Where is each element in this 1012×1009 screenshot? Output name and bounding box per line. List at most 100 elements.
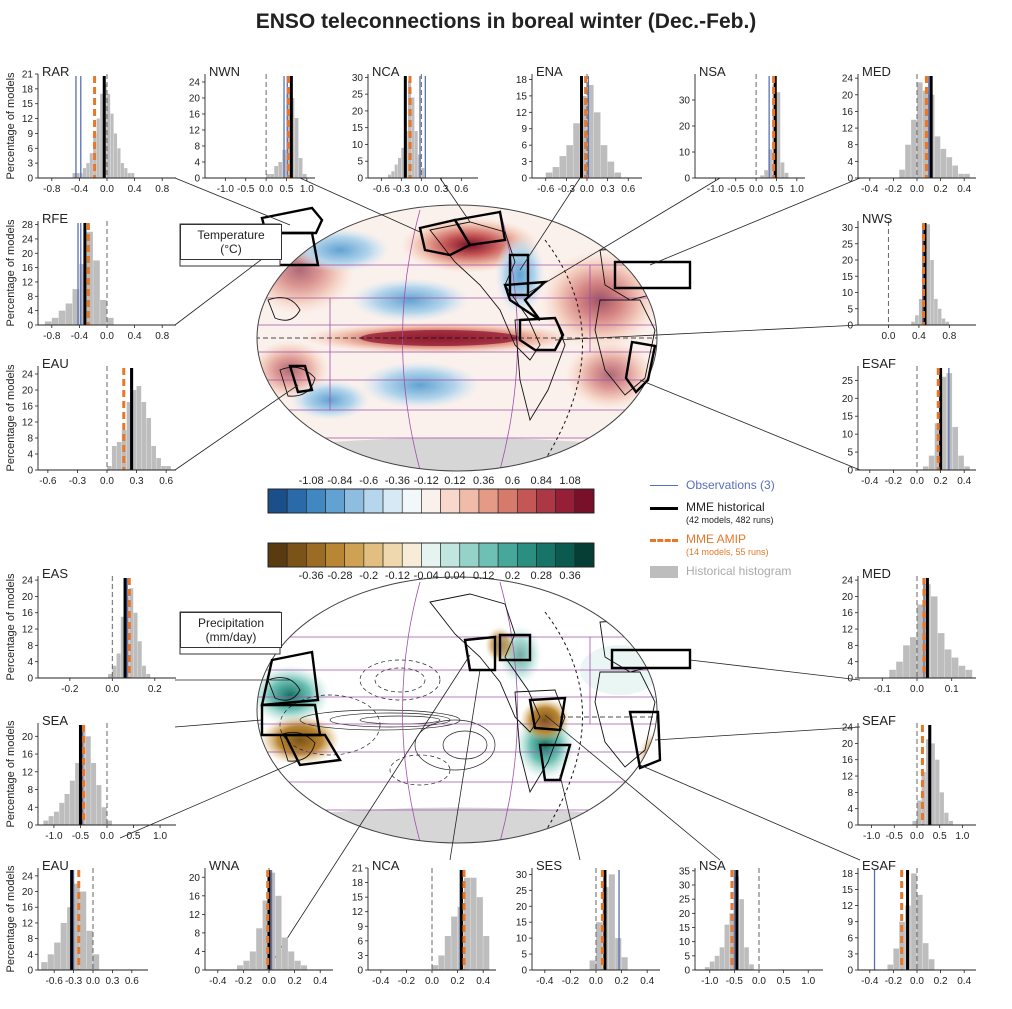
hist-bar — [566, 145, 573, 178]
colorbar-segment — [497, 488, 518, 514]
y-tick-label: 12 — [352, 907, 364, 918]
temperature-label-line2: (°C) — [220, 242, 242, 256]
x-tick-label: 0.2 — [451, 976, 465, 987]
y-tick-label: 12 — [22, 767, 34, 778]
colorbar-segment — [382, 542, 403, 568]
y-tick-label: 8 — [27, 934, 33, 945]
hist-bar — [288, 951, 295, 970]
hist-bar — [80, 891, 87, 970]
y-tick-label: 12 — [842, 124, 854, 135]
y-tick-label: 24 — [842, 723, 854, 734]
legend-mme-historical-label: MME historical (42 models, 482 runs) — [686, 500, 774, 525]
hist-bar — [75, 762, 81, 825]
colorbar-tick-label: 0.04 — [444, 570, 465, 582]
x-tick-label: 0.6 — [159, 476, 173, 487]
y-tick-label: 24 — [842, 576, 854, 587]
hist-bar — [958, 455, 964, 470]
hist-bar — [398, 157, 402, 178]
hist-bar — [59, 802, 65, 825]
y-tick-label: 16 — [22, 263, 34, 274]
x-tick-label: 0.8 — [155, 331, 169, 342]
y-tick-label: 24 — [22, 576, 34, 587]
hist-bar — [100, 93, 104, 178]
x-tick-label: 0.3 — [105, 976, 119, 987]
y-tick-label: 6 — [27, 144, 33, 155]
y-tick-label: 8 — [194, 142, 200, 153]
y-tick-label: 25 — [352, 90, 364, 101]
y-tick-label: 0 — [521, 174, 527, 185]
hist-bar — [580, 95, 587, 178]
x-tick-label: 0.6 — [454, 184, 468, 195]
x-tick-label: -1.0 — [863, 831, 881, 842]
colorbar-tick-label: 0.2 — [505, 570, 520, 582]
y-tick-label: 35 — [679, 866, 691, 877]
y-tick-label: 5 — [847, 448, 853, 459]
y-tick-label: 20 — [842, 592, 854, 603]
colorbar-tick-label: -0.36 — [299, 570, 324, 582]
hist-panel-seaf: 0 4 8 12 16 20 24 -1.0 -0.5 0.0 0.5 1.0 SEAF — [842, 713, 976, 842]
hist-bar — [958, 173, 964, 178]
colorbar-segment — [536, 488, 556, 514]
y-tick-label: 25 — [842, 376, 854, 387]
hist-bar — [593, 112, 601, 178]
y-axis-label: Percentage of models — [5, 72, 17, 180]
y-tick-label: 16 — [189, 891, 201, 902]
hist-bar — [275, 895, 282, 970]
y-tick-label: 8 — [847, 788, 853, 799]
x-tick-label: 0.2 — [934, 476, 948, 487]
y-tick-label: 0 — [194, 966, 200, 977]
hist-bar — [401, 147, 405, 178]
hist-bar — [127, 173, 131, 178]
colorbar-tick-label: 0.36 — [473, 475, 494, 487]
hist-bar — [926, 739, 931, 825]
hist-bar — [107, 466, 112, 470]
x-tick-label: -0.4 — [536, 976, 554, 987]
y-tick-label: 21 — [22, 70, 34, 81]
hist-bar — [768, 149, 773, 178]
x-tick-label: 1.0 — [955, 831, 969, 842]
panel-title: NWN — [209, 64, 240, 79]
hist-bar — [100, 299, 107, 325]
hist-bar — [107, 820, 113, 825]
y-tick-label: 16 — [842, 107, 854, 118]
hist-bar — [917, 82, 923, 178]
y-axis-label: Percentage of models — [5, 364, 17, 472]
hist-bar — [922, 466, 929, 470]
y-tick-label: 6 — [521, 141, 527, 152]
hist-bar — [724, 924, 730, 970]
y-tick-label: 12 — [22, 114, 34, 125]
hist-bar — [69, 780, 75, 825]
y-tick-label: 20 — [842, 739, 854, 750]
hist-bar — [48, 816, 54, 825]
colorbar-segment — [363, 488, 384, 514]
x-tick-label: -0.3 — [65, 976, 83, 987]
hist-bar — [899, 921, 905, 970]
y-tick-label: 8 — [847, 140, 853, 151]
y-tick-label: 18 — [22, 84, 34, 95]
hist-bar — [719, 947, 725, 970]
y-tick-label: 6 — [847, 933, 853, 944]
x-tick-label: 0.0 — [425, 976, 439, 987]
hist-bar — [704, 967, 710, 970]
hist-bar — [421, 167, 425, 178]
hist-panel-nsa: 0 10 20 30 -1.0 -0.5 0.0 0.5 1.0 NSA — [679, 64, 805, 195]
x-tick-label: -0.4 — [71, 184, 89, 195]
y-tick-label: 15 — [22, 99, 34, 110]
legend-mme-historical: MME historical (42 models, 482 runs) — [650, 500, 830, 532]
hist-bar — [73, 883, 80, 970]
hist-bar — [408, 80, 412, 178]
hist-panel-esaf_p: 0 3 6 9 12 15 18 -0.4 -0.2 0.0 0.2 0.4 ESAF — [842, 858, 976, 987]
hist-bar — [107, 317, 114, 325]
x-tick-label: 0.0 — [100, 831, 114, 842]
y-tick-label: 0 — [847, 674, 853, 685]
hist-panel-wna: 0 4 8 12 16 20 -0.4 -0.2 0.0 0.2 0.4 WNA — [189, 858, 333, 987]
y-tick-label: 0 — [27, 466, 33, 477]
x-tick-label: 0.0 — [749, 184, 763, 195]
hist-bar — [117, 148, 121, 178]
y-tick-label: 5 — [357, 157, 363, 168]
hist-bar — [156, 458, 161, 470]
y-tick-label: 20 — [22, 887, 34, 898]
hist-bar — [107, 93, 111, 178]
hist-panel-med_p: 0 4 8 12 16 20 24 -0.1 0.0 0.1 MED — [842, 566, 976, 695]
